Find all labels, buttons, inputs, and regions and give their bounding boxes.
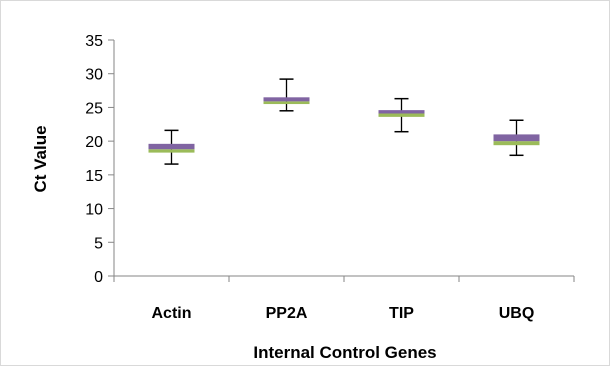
box-tip	[378, 97, 425, 133]
y-tick-label: 10	[85, 202, 103, 219]
box-lower-segment	[148, 149, 195, 153]
x-category-label: PP2A	[266, 305, 308, 322]
box-upper-segment	[263, 97, 310, 102]
y-tick-label: 0	[94, 269, 103, 286]
box-lower-segment	[493, 141, 540, 146]
x-category-label: Actin	[152, 305, 192, 322]
x-axis-title: Internal Control Genes	[253, 343, 436, 362]
box-upper-segment	[378, 110, 425, 114]
y-tick-label: 5	[94, 235, 103, 252]
y-tick-label: 35	[85, 33, 103, 50]
y-tick-label: 20	[85, 134, 103, 151]
y-tick-label: 15	[85, 168, 103, 185]
x-category-label: UBQ	[499, 305, 535, 322]
box-actin	[148, 129, 195, 165]
x-category-label: TIP	[389, 305, 414, 322]
box-lower-segment	[263, 101, 310, 105]
box-pp2a	[263, 78, 310, 112]
x-axis: Actin PP2A TIP UBQ	[113, 275, 575, 322]
box-ubq	[493, 119, 540, 157]
y-tick-label: 30	[85, 67, 103, 84]
y-axis: 0 5 10 15 20 25 30 35	[85, 33, 115, 286]
box-lower-segment	[378, 113, 425, 117]
y-tick-label: 25	[85, 100, 103, 117]
box-upper-segment	[148, 143, 195, 150]
box-upper-segment	[493, 134, 540, 142]
y-axis-title: Ct Value	[31, 125, 50, 192]
boxes	[148, 78, 540, 165]
